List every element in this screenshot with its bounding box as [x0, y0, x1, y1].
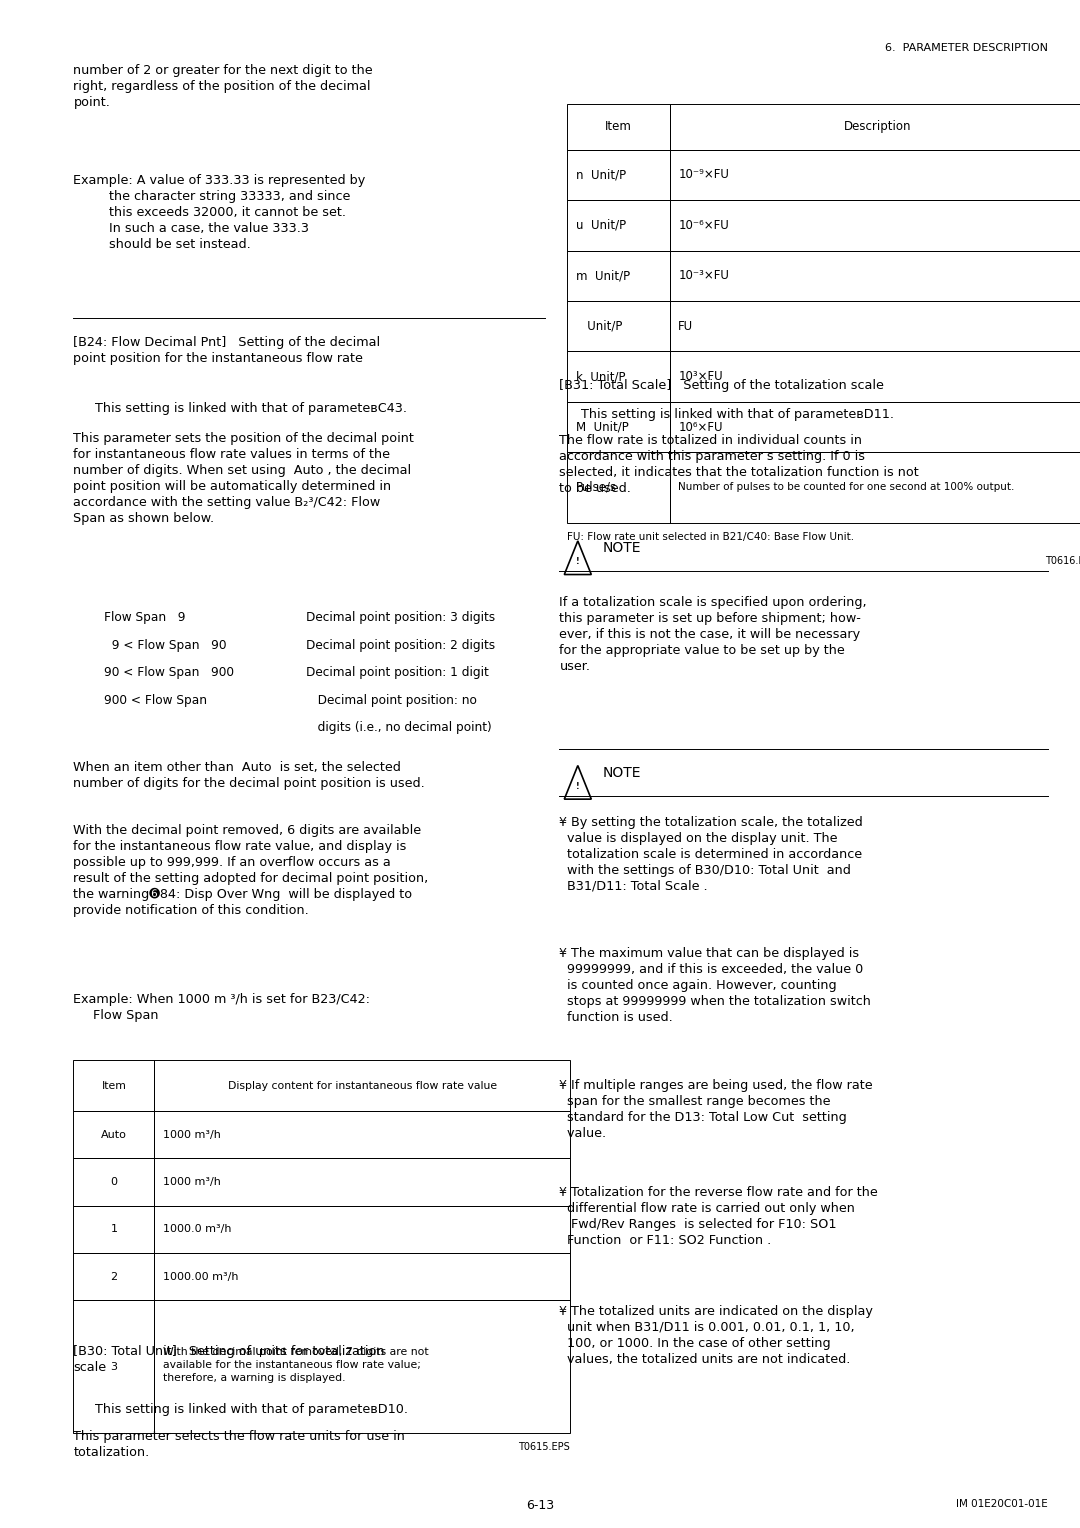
Text: This setting is linked with that of parameteвD11.: This setting is linked with that of para…: [581, 408, 894, 422]
Text: Decimal point position: 3 digits: Decimal point position: 3 digits: [306, 611, 495, 625]
Text: n  Unit/P: n Unit/P: [576, 168, 625, 182]
Bar: [154, 1206, 570, 1253]
Text: Decimal point position: no: Decimal point position: no: [306, 694, 476, 707]
Text: 90 < Flow Span   900: 90 < Flow Span 900: [104, 666, 233, 680]
Text: NOTE: NOTE: [603, 541, 642, 555]
Text: Number of pulses to be counted for one second at 100% output.: Number of pulses to be counted for one s…: [678, 483, 1014, 492]
Text: 900 < Flow Span: 900 < Flow Span: [104, 694, 206, 707]
Bar: [567, 301, 670, 351]
Text: m  Unit/P: m Unit/P: [576, 269, 630, 283]
Text: 1000 m³/h: 1000 m³/h: [163, 1177, 221, 1187]
Text: Decimal point position: 2 digits: Decimal point position: 2 digits: [306, 639, 495, 652]
Text: This parameter sets the position of the decimal point
for instantaneous flow rat: This parameter sets the position of the …: [73, 432, 415, 526]
Text: ¥ By setting the totalization scale, the totalized
  value is displayed on the d: ¥ By setting the totalization scale, the…: [559, 816, 863, 892]
Text: Auto: Auto: [102, 1129, 126, 1140]
Bar: [154, 1253, 570, 1300]
Bar: [670, 301, 1080, 351]
Bar: [670, 200, 1080, 251]
Bar: [567, 452, 670, 523]
Bar: [73, 1206, 154, 1253]
Text: k  Unit/P: k Unit/P: [576, 370, 625, 384]
Text: Flow Span   9: Flow Span 9: [104, 611, 185, 625]
Bar: [73, 1111, 154, 1158]
Text: 10⁶×FU: 10⁶×FU: [678, 420, 723, 434]
Text: 10⁻³×FU: 10⁻³×FU: [678, 269, 729, 283]
Text: Description: Description: [843, 121, 912, 133]
Text: [B24: Flow Decimal Pnt]   Setting of the decimal
point position for the instanta: [B24: Flow Decimal Pnt] Setting of the d…: [73, 336, 380, 365]
Text: FU: FU: [678, 319, 693, 333]
Text: ¥ Totalization for the reverse flow rate and for the
  differential flow rate is: ¥ Totalization for the reverse flow rate…: [559, 1186, 878, 1247]
Text: [B31: Total Scale]   Setting of the totalization scale: [B31: Total Scale] Setting of the totali…: [559, 379, 885, 393]
Text: If a totalization scale is specified upon ordering,
this parameter is set up bef: If a totalization scale is specified upo…: [559, 596, 867, 672]
Text: 10³×FU: 10³×FU: [678, 370, 723, 384]
Text: number of 2 or greater for the next digit to the
right, regardless of the positi: number of 2 or greater for the next digi…: [73, 64, 373, 108]
Text: With the decimal point removed, 7 digits are not
available for the instantaneous: With the decimal point removed, 7 digits…: [163, 1346, 429, 1383]
Bar: [670, 402, 1080, 452]
Text: ¥ The totalized units are indicated on the display
  unit when B31/D11 is 0.001,: ¥ The totalized units are indicated on t…: [559, 1305, 874, 1366]
Bar: [567, 251, 670, 301]
Bar: [567, 150, 670, 200]
Bar: [73, 1158, 154, 1206]
Text: When an item other than  Auto  is set, the selected
number of digits for the dec: When an item other than Auto is set, the…: [73, 761, 426, 790]
Bar: [154, 1158, 570, 1206]
Text: !: !: [576, 782, 580, 792]
Text: IM 01E20C01-01E: IM 01E20C01-01E: [956, 1499, 1048, 1510]
Text: Example: A value of 333.33 is represented by
         the character string 33333: Example: A value of 333.33 is represente…: [73, 174, 366, 251]
Text: This setting is linked with that of parameteвC43.: This setting is linked with that of para…: [95, 402, 407, 416]
Bar: [567, 104, 670, 150]
Text: 10⁻⁶×FU: 10⁻⁶×FU: [678, 219, 729, 232]
Bar: [670, 251, 1080, 301]
Text: Display content for instantaneous flow rate value: Display content for instantaneous flow r…: [228, 1080, 497, 1091]
Text: 3: 3: [110, 1361, 118, 1372]
Text: digits (i.e., no decimal point): digits (i.e., no decimal point): [306, 721, 491, 735]
Text: This setting is linked with that of parameteвD10.: This setting is linked with that of para…: [95, 1403, 408, 1416]
Text: Item: Item: [102, 1080, 126, 1091]
Bar: [73, 1253, 154, 1300]
Bar: [567, 200, 670, 251]
Bar: [670, 150, 1080, 200]
Bar: [154, 1300, 570, 1433]
Text: NOTE: NOTE: [603, 766, 642, 779]
Text: !: !: [576, 558, 580, 567]
Text: T0615.EPS: T0615.EPS: [518, 1442, 570, 1452]
Text: Example: When 1000 m ³/h is set for B23/C42:
     Flow Span: Example: When 1000 m ³/h is set for B23/…: [73, 993, 370, 1022]
Text: Pulse/s: Pulse/s: [576, 481, 617, 494]
Bar: [670, 351, 1080, 402]
Bar: [567, 351, 670, 402]
Text: ¥ If multiple ranges are being used, the flow rate
  span for the smallest range: ¥ If multiple ranges are being used, the…: [559, 1079, 873, 1140]
Text: 1000 m³/h: 1000 m³/h: [163, 1129, 221, 1140]
Text: Item: Item: [605, 121, 632, 133]
Bar: [73, 1060, 154, 1111]
Bar: [670, 452, 1080, 523]
Text: The flow rate is totalized in individual counts in
accordance with this paramete: The flow rate is totalized in individual…: [559, 434, 919, 495]
Text: 1000.00 m³/h: 1000.00 m³/h: [163, 1271, 239, 1282]
Text: With the decimal point removed, 6 digits are available
for the instantaneous flo: With the decimal point removed, 6 digits…: [73, 824, 429, 917]
Bar: [154, 1060, 570, 1111]
Text: ¥ The maximum value that can be displayed is
  99999999, and if this is exceeded: ¥ The maximum value that can be displaye…: [559, 947, 872, 1024]
Text: 10⁻⁹×FU: 10⁻⁹×FU: [678, 168, 729, 182]
Bar: [567, 402, 670, 452]
Text: 6.  PARAMETER DESCRIPTION: 6. PARAMETER DESCRIPTION: [885, 43, 1048, 53]
Text: Decimal point position: 1 digit: Decimal point position: 1 digit: [306, 666, 488, 680]
Text: M  Unit/P: M Unit/P: [576, 420, 629, 434]
Bar: [154, 1111, 570, 1158]
Text: 1000.0 m³/h: 1000.0 m³/h: [163, 1224, 231, 1235]
Text: 2: 2: [110, 1271, 118, 1282]
Text: This parameter selects the flow rate units for use in
totalization.: This parameter selects the flow rate uni…: [73, 1430, 405, 1459]
Text: T0616.EPS: T0616.EPS: [1044, 556, 1080, 567]
Text: 0: 0: [110, 1177, 118, 1187]
Text: 6-13: 6-13: [526, 1499, 554, 1513]
Text: FU: Flow rate unit selected in B21/C40: Base Flow Unit.: FU: Flow rate unit selected in B21/C40: …: [567, 532, 854, 542]
Text: Unit/P: Unit/P: [576, 319, 622, 333]
Text: 9 < Flow Span   90: 9 < Flow Span 90: [104, 639, 226, 652]
Bar: [670, 104, 1080, 150]
Text: 1: 1: [110, 1224, 118, 1235]
Bar: [73, 1300, 154, 1433]
Text: [B30: Total Unit]   Setting of units for totalization
scale: [B30: Total Unit] Setting of units for t…: [73, 1345, 384, 1374]
Text: u  Unit/P: u Unit/P: [576, 219, 625, 232]
